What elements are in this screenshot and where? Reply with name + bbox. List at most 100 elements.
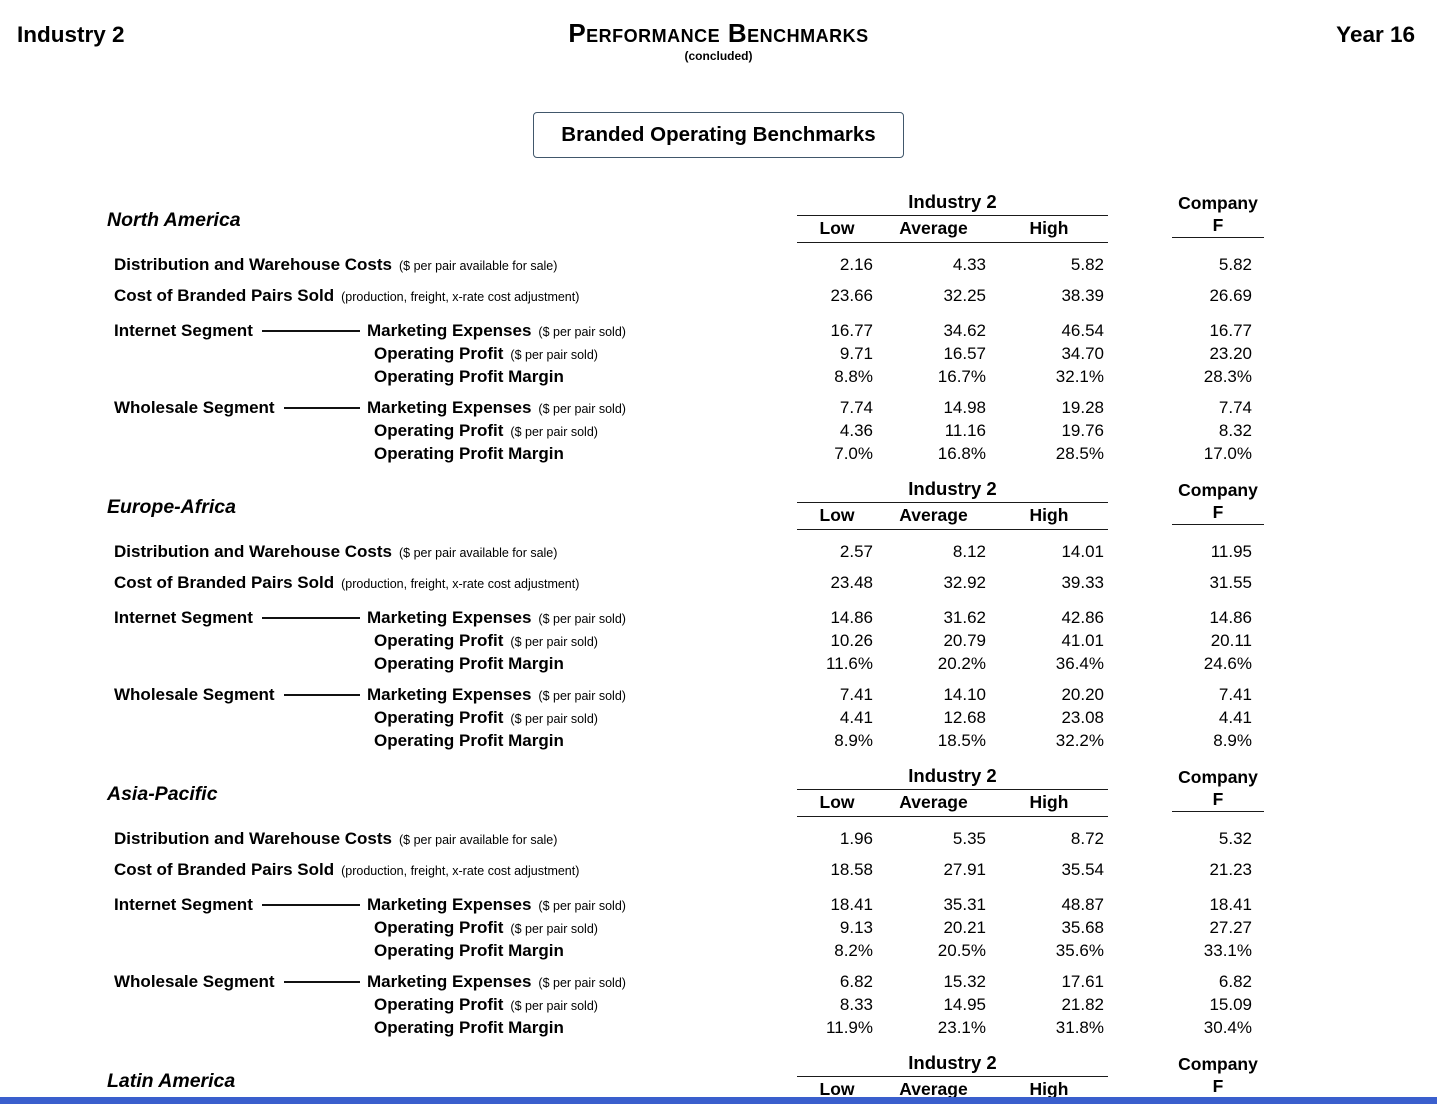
company-header-line: Company: [1178, 767, 1258, 787]
row-label: Operating Profit Margin: [107, 941, 797, 961]
row-label-note: ($ per pair sold): [510, 634, 598, 649]
region-title: Europe-Africa: [107, 495, 236, 518]
company-header-line: F: [1212, 502, 1224, 522]
row-label: Operating Profit ($ per pair sold): [107, 421, 797, 441]
row-label-text: Cost of Branded Pairs Sold: [114, 572, 335, 592]
region-section: Europe-Africa Industry 2 Low Average Hig…: [107, 478, 1437, 752]
company-header-line: F: [1212, 789, 1224, 809]
table-row: Operating Profit Margin 11.6% 20.2% 36.4% 24…: [107, 652, 1437, 675]
table-row: Operating Profit ($ per pair sold) 9.13 20.…: [107, 916, 1437, 939]
industry-label: Industry 2: [17, 22, 125, 47]
report-title-block: Performance Benchmarks (concluded): [0, 20, 1437, 63]
cell-high: 21.82: [1061, 994, 1104, 1014]
row-label: Operating Profit ($ per pair sold): [107, 631, 797, 651]
cell-low: 2.57: [839, 541, 873, 561]
row-label-text: Distribution and Warehouse Costs: [114, 828, 393, 848]
table-row: Distribution and Warehouse Costs ($ per p…: [107, 823, 1437, 854]
table-row: Cost of Branded Pairs Sold (production, f…: [107, 854, 1437, 885]
cell-company: 17.0%: [1203, 443, 1252, 463]
row-label-text: Operating Profit: [374, 917, 504, 937]
row-label-note: ($ per pair sold): [510, 921, 598, 936]
cell-company: 28.3%: [1203, 366, 1252, 386]
table-row: Cost of Branded Pairs Sold (production, f…: [107, 280, 1437, 311]
cell-low: 6.82: [839, 971, 873, 991]
row-label-note: ($ per pair sold): [538, 975, 626, 990]
cell-company: 31.55: [1209, 572, 1252, 592]
cell-high: 34.70: [1061, 343, 1104, 363]
sections-container: North America Industry 2 Low Average Hig…: [107, 191, 1437, 1104]
cell-company: 21.23: [1209, 859, 1252, 879]
col-header-low: Low: [797, 792, 877, 817]
industry-group-header: Industry 2: [797, 191, 1108, 216]
cell-company: 7.41: [1218, 684, 1252, 704]
row-label-text: Marketing Expenses: [367, 397, 532, 417]
col-header-average: Average: [877, 505, 990, 530]
row-label: Operating Profit Margin: [107, 731, 797, 751]
row-label: Cost of Branded Pairs Sold (production, f…: [107, 573, 797, 593]
industry-column-group: Industry 2 Low Average High: [797, 478, 1108, 536]
cell-average: 8.12: [952, 541, 986, 561]
row-label-note: (production, freight, x-rate cost adjust…: [341, 576, 580, 591]
row-label-note: ($ per pair sold): [538, 898, 626, 913]
cell-high: 39.33: [1061, 572, 1104, 592]
cell-company: 6.82: [1218, 971, 1252, 991]
row-label: Operating Profit ($ per pair sold): [107, 995, 797, 1015]
footer-strip: [0, 1097, 1437, 1104]
cell-average: 34.62: [943, 320, 986, 340]
row-label-text: Operating Profit Margin: [374, 1017, 564, 1037]
cell-high: 41.01: [1061, 630, 1104, 650]
header-spacer: [1108, 765, 1172, 823]
row-label: Operating Profit ($ per pair sold): [107, 918, 797, 938]
section-rows: Distribution and Warehouse Costs ($ per p…: [107, 249, 1437, 465]
cell-high: 42.86: [1061, 607, 1104, 627]
segment-name: Wholesale Segment: [114, 971, 275, 991]
row-label-note: ($ per pair sold): [538, 611, 626, 626]
box-title-wrap: Branded Operating Benchmarks: [0, 112, 1437, 158]
row-label: Wholesale Segment Marketing Expenses ($ pe…: [107, 398, 797, 418]
section-header: North America Industry 2 Low Average Hig…: [107, 191, 1437, 249]
cell-low: 8.2%: [834, 940, 873, 960]
table-row: Operating Profit ($ per pair sold) 4.41 12.…: [107, 706, 1437, 729]
company-header-line: Company: [1178, 480, 1258, 500]
table-row: Operating Profit ($ per pair sold) 10.26 20…: [107, 629, 1437, 652]
row-label: Cost of Branded Pairs Sold (production, f…: [107, 286, 797, 306]
cell-company: 23.20: [1209, 343, 1252, 363]
table-row: Internet Segment Marketing Expenses ($ per…: [107, 606, 1437, 629]
segment-name: Internet Segment: [114, 607, 253, 627]
cell-company: 8.32: [1218, 420, 1252, 440]
industry-column-group: Industry 2 Low Average High: [797, 765, 1108, 823]
cell-company: 5.82: [1218, 254, 1252, 274]
row-label-note: ($ per pair sold): [510, 424, 598, 439]
cell-low: 7.74: [839, 397, 873, 417]
cell-company: 27.27: [1209, 917, 1252, 937]
segment-connector-line: [283, 407, 360, 409]
segment-connector-line: [283, 694, 360, 696]
table-row: Internet Segment Marketing Expenses ($ per…: [107, 319, 1437, 342]
cell-high: 35.54: [1061, 859, 1104, 879]
cell-low: 11.9%: [826, 1017, 873, 1037]
row-label-text: Operating Profit Margin: [374, 366, 564, 386]
cell-low: 9.71: [839, 343, 873, 363]
year-label: Year 16: [1336, 22, 1415, 47]
region-title: North America: [107, 208, 241, 231]
cell-low: 8.9%: [834, 730, 873, 750]
section-rows: Distribution and Warehouse Costs ($ per p…: [107, 823, 1437, 1039]
cell-high: 35.6%: [1055, 940, 1104, 960]
region-section: North America Industry 2 Low Average Hig…: [107, 191, 1437, 465]
cell-average: 14.98: [943, 397, 986, 417]
cell-high: 48.87: [1061, 894, 1104, 914]
row-label-text: Marketing Expenses: [367, 894, 532, 914]
row-label: Internet Segment Marketing Expenses ($ per…: [107, 321, 797, 341]
table-row: Wholesale Segment Marketing Expenses ($ pe…: [107, 683, 1437, 706]
row-label: Operating Profit ($ per pair sold): [107, 344, 797, 364]
row-label-note: ($ per pair sold): [510, 711, 598, 726]
section-rows: Distribution and Warehouse Costs ($ per p…: [107, 536, 1437, 752]
cell-average: 4.33: [952, 254, 986, 274]
industry-column-group: Industry 2 Low Average High: [797, 191, 1108, 249]
page-subtitle: (concluded): [684, 49, 753, 63]
col-header-high: High: [990, 218, 1108, 243]
cell-company: 5.32: [1218, 828, 1252, 848]
section-header: Europe-Africa Industry 2 Low Average Hig…: [107, 478, 1437, 536]
table-row: Cost of Branded Pairs Sold (production, f…: [107, 567, 1437, 598]
row-label: Cost of Branded Pairs Sold (production, f…: [107, 860, 797, 880]
